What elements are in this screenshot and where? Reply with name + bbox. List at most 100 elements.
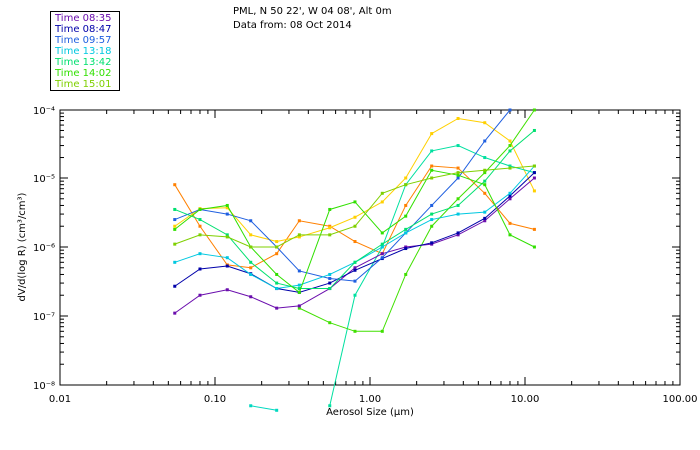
series-3-point <box>508 191 512 195</box>
series-6-point <box>532 164 536 168</box>
trace-0-point <box>532 227 536 231</box>
series-4-point <box>297 287 301 291</box>
trace-1-point <box>225 206 229 210</box>
series-4-point <box>404 227 408 231</box>
trace-4-point <box>430 224 434 228</box>
series-6-point <box>297 233 301 237</box>
series-0-point <box>275 306 279 310</box>
chart-title: PML, N 50 22', W 04 08', Alt 0m <box>233 6 392 17</box>
series-3-point <box>275 287 279 291</box>
series-0-point <box>404 245 408 249</box>
series-2-point <box>430 203 434 207</box>
series-0-point <box>532 176 536 180</box>
trace-3-point <box>430 149 434 153</box>
series-0-point <box>173 311 177 315</box>
trace-0-point <box>456 166 460 170</box>
trace-1-point <box>353 215 357 219</box>
series-3-point <box>404 231 408 235</box>
series-5-point <box>297 290 301 294</box>
series-5-point <box>353 200 357 204</box>
series-2-point <box>173 218 177 222</box>
trace-3-point <box>508 164 512 168</box>
series-2-point <box>380 256 384 260</box>
series-2-point <box>297 269 301 273</box>
trace-1-point <box>380 200 384 204</box>
series-0-point <box>198 293 202 297</box>
x-tick-label: 1.00 <box>359 394 381 405</box>
series-4-point <box>328 287 332 291</box>
legend-entry-1402: Time 14:02 <box>55 68 112 79</box>
trace-4-point <box>380 329 384 333</box>
trace-1-point <box>456 116 460 120</box>
legend: Time 08:35 Time 08:47 Time 09:57 Time 13… <box>50 11 120 91</box>
series-2-point <box>328 276 332 280</box>
x-axis-label: Aerosol Size (µm) <box>326 407 414 418</box>
series-1-point <box>173 284 177 288</box>
series-4-point <box>353 260 357 264</box>
series-5-point <box>173 227 177 231</box>
y-axis-label: dV/d(log R) (cm³/cm³) <box>17 192 28 301</box>
trace-2-point <box>249 404 253 408</box>
legend-entry-1318: Time 13:18 <box>55 46 112 57</box>
y-tick-label: 10⁻⁴ <box>33 106 55 117</box>
plot-frame <box>59 109 681 386</box>
legend-entry-0957: Time 09:57 <box>55 35 112 46</box>
trace-0-point <box>328 224 332 228</box>
series-6-point <box>508 166 512 170</box>
series-3-point <box>483 210 487 214</box>
trace-3-point <box>353 293 357 297</box>
series-0-point <box>483 219 487 223</box>
legend-entry-0835: Time 08:35 <box>55 13 112 24</box>
y-tick-label: 10⁻⁶ <box>33 243 55 254</box>
series-layer <box>173 108 536 412</box>
trace-4-point <box>508 144 512 148</box>
series-1-point <box>430 241 434 245</box>
trace-4-point <box>456 197 460 201</box>
series-6-point <box>353 224 357 228</box>
y-tick-label: 10⁻⁸ <box>33 381 55 392</box>
series-2-line <box>174 109 511 282</box>
series-6-point <box>404 183 408 187</box>
trace-1-point <box>508 139 512 143</box>
x-tick-label: 0.01 <box>49 394 71 405</box>
chart-header: PML, N 50 22', W 04 08', Alt 0m Data fro… <box>233 5 392 33</box>
trace-0-point <box>249 266 253 270</box>
series-5-point <box>532 245 536 249</box>
legend-entry-1501: Time 15:01 <box>55 79 112 90</box>
series-5-point <box>430 168 434 172</box>
series-1-point <box>225 264 229 268</box>
trace-1-point <box>404 176 408 180</box>
series-4-point <box>173 207 177 211</box>
series-1-point <box>508 194 512 198</box>
series-6-point <box>380 191 384 195</box>
legend-entry-0847: Time 08:47 <box>55 24 112 35</box>
series-1-point <box>328 281 332 285</box>
series-5-point <box>275 272 279 276</box>
trace-0-point <box>275 252 279 256</box>
series-4-point <box>198 218 202 222</box>
series-1-point <box>404 247 408 251</box>
series-2-point <box>456 176 460 180</box>
series-0-point <box>353 266 357 270</box>
series-6-point <box>328 233 332 237</box>
series-3-point <box>225 256 229 260</box>
trace-1-point <box>173 224 177 228</box>
series-4-point <box>225 233 229 237</box>
trace-1-point <box>297 235 301 239</box>
trace-4-point <box>328 321 332 325</box>
series-3-point <box>456 212 460 216</box>
trace-0-point <box>353 240 357 244</box>
trace-1-point <box>483 121 487 125</box>
series-4-point <box>430 212 434 216</box>
trace-3-point <box>328 404 332 408</box>
trace-0-point <box>297 219 301 223</box>
legend-entry-1342: Time 13:42 <box>55 57 112 68</box>
series-6-point <box>275 245 279 249</box>
series-0-point <box>225 288 229 292</box>
series-3-point <box>173 260 177 264</box>
trace-1-point <box>430 132 434 136</box>
series-5-point <box>198 207 202 211</box>
series-2-point <box>225 212 229 216</box>
trace-1-point <box>275 240 279 244</box>
